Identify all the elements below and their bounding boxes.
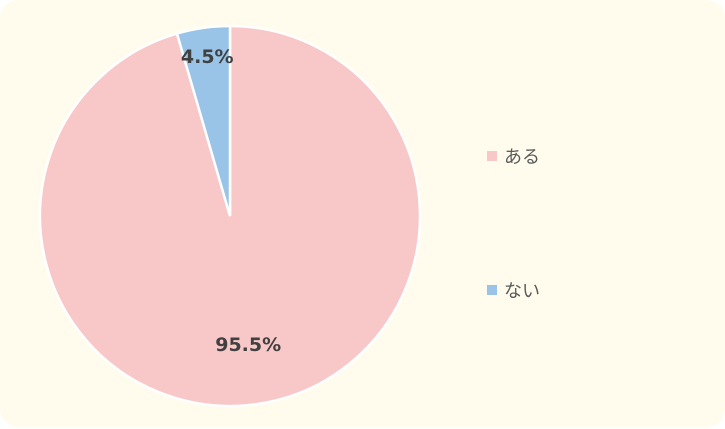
legend-swatch-nai <box>487 285 497 295</box>
legend-item-nai[interactable]: ない <box>487 277 540 303</box>
legend-label-aru: ある <box>504 147 540 168</box>
pie-data-label-1: 4.5% <box>181 46 234 68</box>
pie-slice-1[interactable] <box>175 24 232 217</box>
pie-slices <box>38 24 422 408</box>
legend-swatch-aru <box>487 151 497 161</box>
pie-data-labels: 95.5% 4.5% <box>181 46 281 356</box>
legend-item-aru[interactable]: ある <box>487 143 540 169</box>
pie-data-label-0: 95.5% <box>215 334 281 356</box>
legend-label-nai: ない <box>504 281 540 302</box>
